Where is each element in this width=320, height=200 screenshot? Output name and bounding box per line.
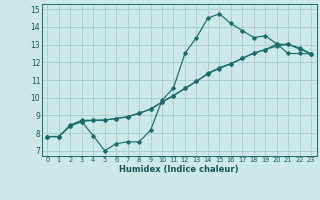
X-axis label: Humidex (Indice chaleur): Humidex (Indice chaleur) — [119, 165, 239, 174]
